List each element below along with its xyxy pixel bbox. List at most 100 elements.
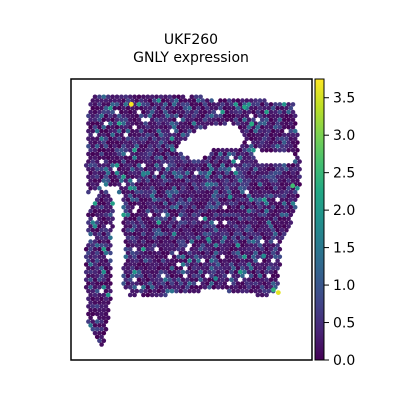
tissue-spot xyxy=(211,216,217,221)
tissue-spot xyxy=(207,269,212,275)
tissue-spot xyxy=(158,246,164,252)
tissue-spot xyxy=(295,147,300,153)
tissue-spot xyxy=(176,186,181,191)
tissue-spot xyxy=(244,281,250,286)
tissue-spot xyxy=(215,216,221,221)
tissue-spot xyxy=(257,136,263,141)
tissue-spot xyxy=(279,220,285,225)
tissue-spot xyxy=(196,212,201,218)
tissue-spot xyxy=(242,231,247,237)
tissue-spot xyxy=(266,136,272,141)
tissue-spot xyxy=(242,216,247,221)
tissue-spot xyxy=(152,273,157,279)
tissue-spot xyxy=(200,250,206,256)
tissue-spot xyxy=(160,281,166,286)
tissue-spot xyxy=(176,285,181,290)
tissue-spot xyxy=(207,117,212,122)
tissue-spot xyxy=(226,182,232,187)
tissue-spot xyxy=(235,182,241,187)
tissue-spot xyxy=(204,189,210,195)
tissue-spot xyxy=(92,277,98,283)
tissue-spot xyxy=(229,201,234,206)
tissue-spot xyxy=(147,98,153,103)
tissue-spot xyxy=(257,197,263,202)
tissue-spot xyxy=(108,98,113,103)
tissue-spot xyxy=(127,254,133,260)
tissue-spot xyxy=(101,254,107,260)
tissue-spot xyxy=(268,193,274,199)
tissue-spot xyxy=(237,285,243,290)
tissue-spot xyxy=(127,117,133,122)
tissue-spot xyxy=(105,208,111,214)
tissue-spot xyxy=(240,243,245,248)
tissue-spot xyxy=(108,220,113,225)
tissue-spot xyxy=(277,231,283,237)
tissue-spot xyxy=(108,250,113,256)
tissue-spot xyxy=(141,201,146,206)
tissue-spot xyxy=(127,155,133,161)
tissue-spot xyxy=(202,216,208,221)
tissue-spot xyxy=(237,254,243,260)
tissue-spot xyxy=(163,208,168,214)
tissue-spot xyxy=(99,243,104,248)
tissue-spot xyxy=(233,155,239,161)
tissue-spot xyxy=(237,155,243,161)
tissue-spot xyxy=(108,105,113,111)
tissue-spot xyxy=(288,212,294,218)
tissue-spot xyxy=(279,227,285,233)
tissue-spot xyxy=(90,205,96,210)
tissue-spot xyxy=(273,117,278,122)
tissue-spot xyxy=(218,159,223,164)
tissue-spot xyxy=(105,94,111,100)
tissue-spot xyxy=(275,266,280,271)
tissue-spot xyxy=(174,128,179,134)
tissue-spot xyxy=(101,94,107,100)
tissue-spot xyxy=(242,140,247,145)
tissue-spot xyxy=(248,288,254,294)
tissue-spot xyxy=(169,258,175,264)
tissue-spot xyxy=(226,227,232,233)
tissue-spot xyxy=(187,189,192,195)
tissue-spot xyxy=(237,102,243,107)
tissue-spot xyxy=(94,266,100,271)
tissue-spot xyxy=(233,178,239,183)
tissue-spot xyxy=(143,250,148,256)
tissue-spot xyxy=(163,193,168,199)
tissue-spot xyxy=(160,266,166,271)
tissue-spot xyxy=(246,285,252,290)
tissue-spot xyxy=(202,262,208,267)
tissue-spot xyxy=(284,212,289,218)
tissue-spot xyxy=(123,277,129,283)
tissue-spot xyxy=(92,208,98,214)
tissue-spot xyxy=(141,246,146,252)
tissue-spot xyxy=(171,178,177,183)
tissue-spot xyxy=(94,205,100,210)
tissue-spot xyxy=(275,144,280,149)
tissue-spot xyxy=(220,269,225,275)
tissue-spot xyxy=(191,189,197,195)
tissue-spot xyxy=(158,239,164,244)
tissue-spot xyxy=(200,220,206,225)
tissue-spot xyxy=(127,94,133,100)
tissue-spot xyxy=(169,205,175,210)
tissue-spot xyxy=(264,231,269,237)
tissue-spot xyxy=(200,281,206,286)
tissue-spot xyxy=(171,163,177,168)
tissue-spot xyxy=(198,277,203,283)
tissue-spot xyxy=(132,292,137,298)
tissue-spot xyxy=(242,155,247,161)
tissue-spot xyxy=(231,105,236,111)
tissue-spot xyxy=(277,262,283,267)
tissue-spot xyxy=(149,224,155,229)
tissue-spot xyxy=(160,128,166,134)
tissue-spot xyxy=(235,98,241,103)
tissue-spot xyxy=(202,239,208,244)
tissue-spot xyxy=(268,170,274,176)
tissue-spot xyxy=(237,170,243,176)
tissue-spot xyxy=(275,121,280,126)
tissue-spot xyxy=(226,212,232,218)
tissue-spot xyxy=(295,163,300,168)
tissue-spot xyxy=(286,186,291,191)
tissue-spot xyxy=(99,174,104,180)
